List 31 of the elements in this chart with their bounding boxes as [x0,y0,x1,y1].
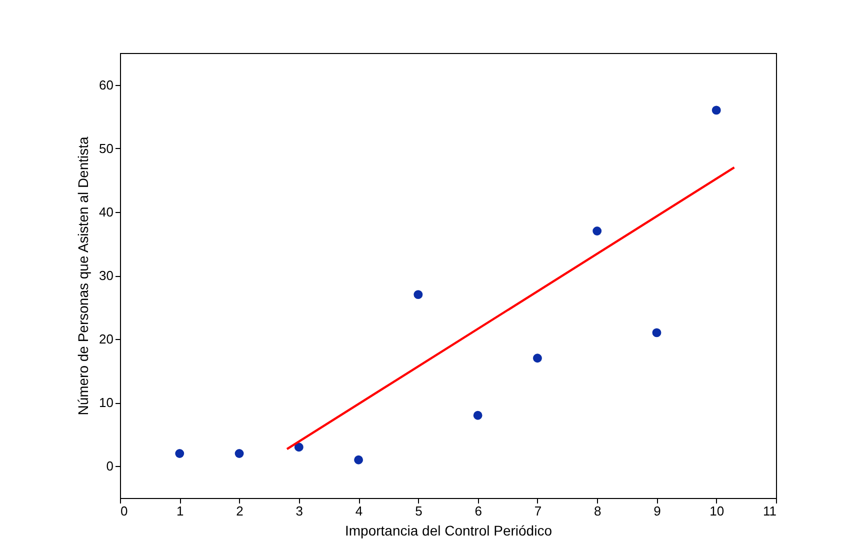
x-tick-label: 8 [594,504,602,518]
y-axis-title: Número de Personas que Asisten al Dentista [75,136,92,416]
x-tick-label: 3 [296,504,304,518]
point [354,455,364,464]
x-tick-label: 7 [534,504,542,518]
point [473,410,482,420]
y-tick-label: 10 [99,395,114,410]
y-tick-label: 40 [99,204,114,220]
y-tick-label: 30 [99,268,114,283]
point [175,449,184,458]
y-tick-label: 20 [99,332,114,347]
y-tick-label: 60 [99,77,114,92]
x-tick-label: 1 [176,504,184,518]
point [294,442,304,452]
point [712,106,721,115]
x-tick-label: 9 [654,504,661,518]
x-axis-title: Importancia del Control Periódico [345,522,552,538]
y-tick-label: 0 [106,458,114,474]
x-tick-label: 0 [120,504,128,518]
x-tick-label: 2 [236,504,244,518]
point [414,290,423,300]
y-tick-label: 50 [99,140,114,156]
x-tick-label: 11 [763,504,776,518]
point [592,226,602,236]
x-tick-label: 4 [355,504,363,518]
point [652,328,662,338]
x-tick-label: 5 [415,504,422,518]
point [234,449,244,458]
x-tick-label: 6 [474,504,482,518]
point [532,354,542,363]
x-tick-label: 10 [710,504,724,518]
